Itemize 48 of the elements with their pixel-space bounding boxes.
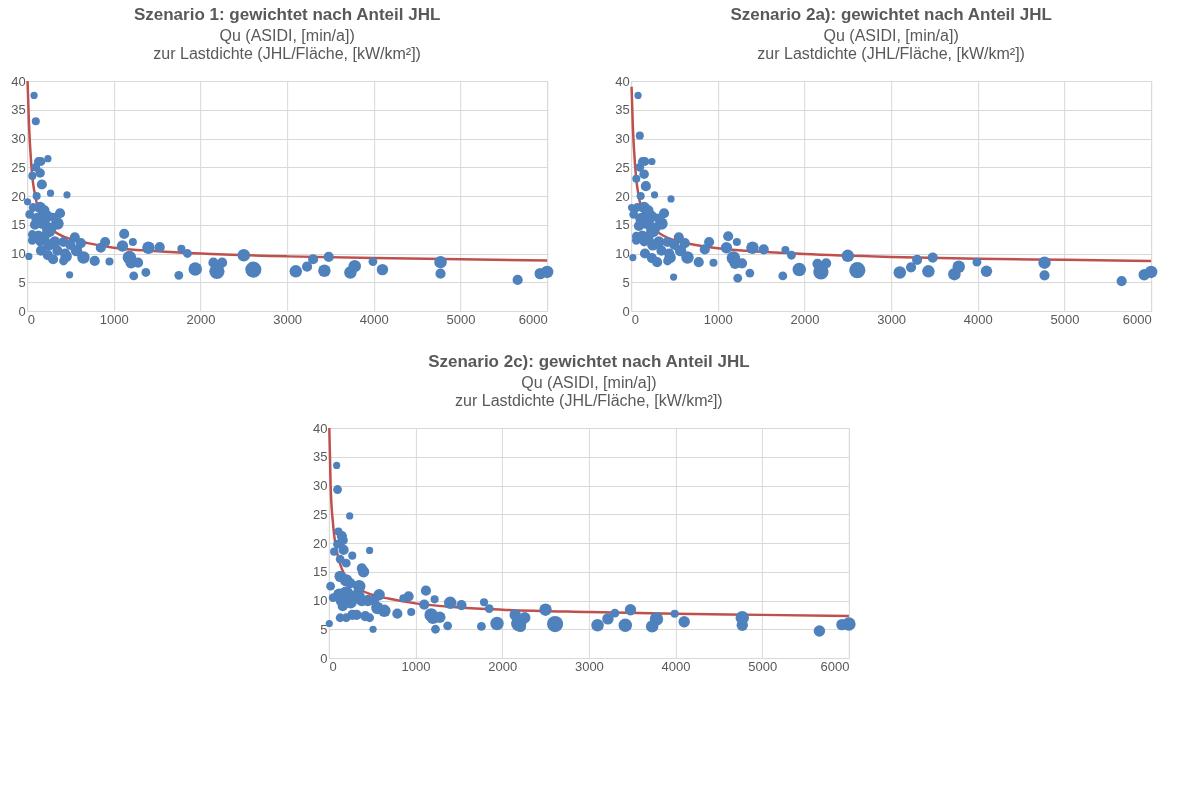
y-tick-label: 40 [312,420,328,436]
y-tick-label: 40 [11,73,26,89]
y-tick-label: 25 [11,159,26,175]
x-tick-label: 4000 [963,311,993,327]
y-tick-label: 30 [11,131,26,146]
y-tick-label: 20 [11,188,26,204]
chart-title: Szenario 2c): gewichtet nach Anteil JHL [428,352,750,371]
y-tick-label: 10 [615,246,630,261]
x-tick-label: 2000 [186,311,216,327]
x-tick-label: 4000 [661,658,691,674]
x-tick-label: 2000 [488,658,518,674]
y-tick-label: 10 [312,593,328,608]
y-tick-label: 5 [18,274,26,290]
y-tick-label: 30 [615,131,630,146]
y-tick-label: 35 [11,102,26,118]
y-tick-label: 35 [615,102,630,118]
y-tick-label: 15 [615,217,630,233]
x-tick-label: 6000 [1122,311,1152,327]
x-tick-label: 6000 [518,311,548,327]
y-tick-label: 15 [312,564,328,580]
y-tick-label: 30 [312,478,328,493]
y-tick-label: 25 [615,159,630,175]
chart-title: Szenario 1: gewichtet nach Anteil JHL [133,5,441,24]
x-tick-label: 6000 [820,658,850,674]
x-tick-label: 2000 [790,311,820,327]
y-tick-label: 5 [622,274,630,290]
chart-subtitle: Qu (ASIDI, [min/a]) zur Lastdichte (JHL/Fläche, [kW/km²]) [757,27,1025,62]
chart-subtitle: Qu (ASIDI, [min/a]) zur Lastdichte (JHL/Fläche, [kW/km²]) [455,374,723,409]
y-tick-label: 10 [11,246,26,261]
x-tick-label: 1000 [401,658,431,674]
y-tick-label: 20 [312,535,328,551]
x-tick-label: 1000 [99,311,129,327]
y-tick-label: 5 [320,621,328,637]
y-tick-label: 15 [11,217,26,233]
x-tick-label: 1000 [703,311,733,327]
x-tick-label: 5000 [446,311,476,327]
y-tick-label: 20 [615,188,630,204]
y-tick-label: 25 [312,506,328,522]
y-tick-label: 40 [615,73,630,89]
x-tick-label: 4000 [359,311,389,327]
x-tick-label: 3000 [273,311,303,327]
x-tick-label: 3000 [574,658,604,674]
chart-subtitle: Qu (ASIDI, [min/a]) zur Lastdichte (JHL/Fläche, [kW/km²]) [153,27,421,62]
chart-title: Szenario 2a): gewichtet nach Anteil JHL [730,5,1052,24]
x-tick-label: 5000 [748,658,778,674]
y-tick-label: 35 [312,449,328,465]
x-tick-label: 5000 [1050,311,1080,327]
x-tick-label: 3000 [877,311,907,327]
